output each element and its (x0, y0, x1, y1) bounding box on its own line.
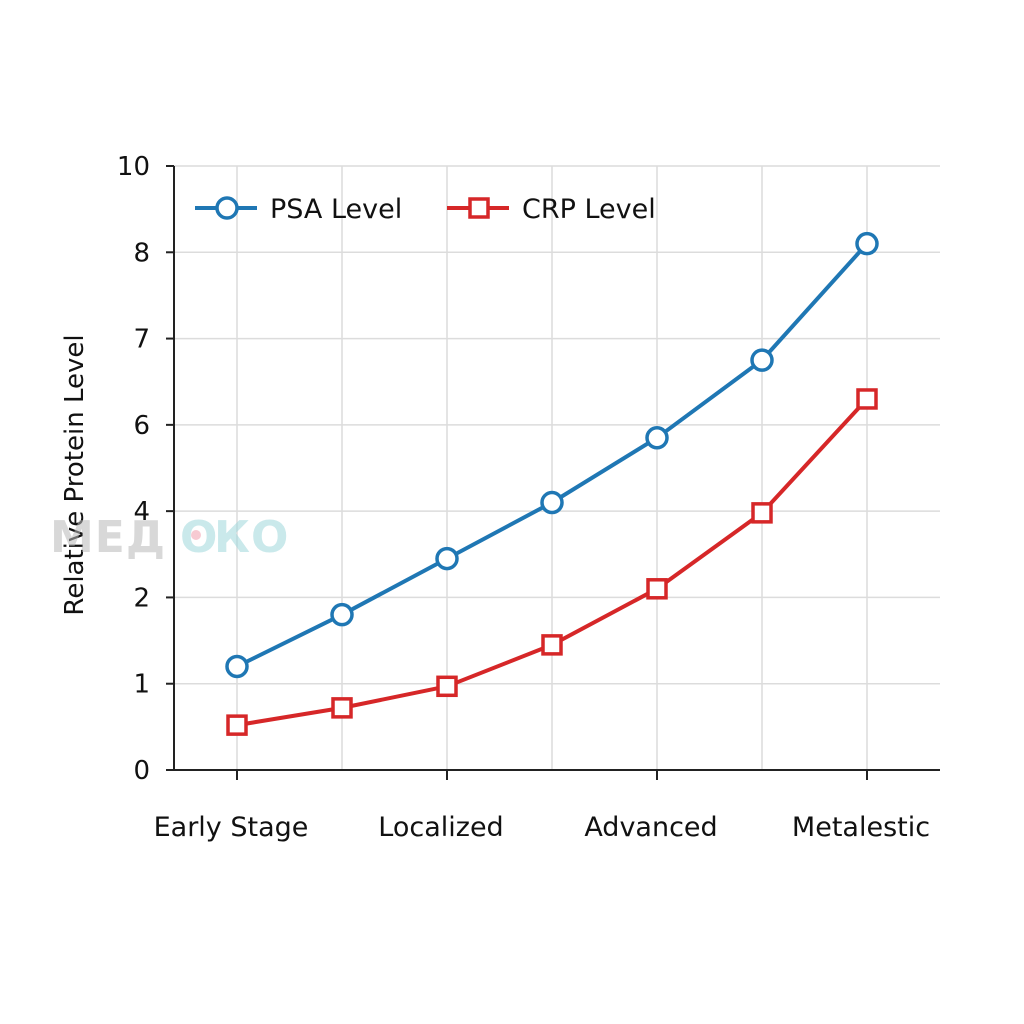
legend-marker-square-icon (468, 197, 490, 219)
watermark-heart-icon (191, 530, 201, 540)
y-tick-label: 6 (133, 411, 150, 441)
data-point (435, 546, 459, 571)
x-tick-labels: Early Stage Localized Advanced Metalestic (154, 812, 930, 843)
data-point (856, 388, 878, 410)
y-tick-label: 0 (133, 756, 150, 786)
legend-label: CRP Level (522, 194, 656, 225)
data-point (226, 714, 248, 736)
x-tick-label: Advanced (584, 812, 717, 843)
data-point (855, 231, 879, 256)
y-tick-label: 7 (133, 325, 150, 355)
legend: PSA Level CRP Level (195, 194, 656, 225)
y-axis-title: Relative Protein Level (60, 334, 90, 615)
y-tick-label: 1 (133, 670, 150, 700)
x-tick-label: Early Stage (154, 812, 309, 843)
data-point (750, 348, 774, 372)
legend-item-crp-level: CRP Level (447, 194, 656, 225)
x-tick-label: Localized (378, 812, 503, 843)
watermark-left-text: МЕД (50, 512, 166, 563)
watermark-right-text: КО (214, 512, 289, 563)
data-point (225, 654, 249, 679)
data-point (540, 490, 564, 515)
axes (166, 165, 940, 780)
data-point (751, 502, 773, 524)
legend-item-psa-level: PSA Level (195, 194, 402, 225)
series (225, 231, 879, 736)
data-point (646, 578, 668, 600)
y-tick-label: 10 (117, 152, 150, 182)
y-tick-labels: 0 1 2 4 6 7 8 10 (117, 152, 150, 786)
data-point (330, 602, 354, 627)
data-point (331, 697, 353, 719)
grid (174, 165, 940, 770)
legend-label: PSA Level (270, 194, 402, 225)
y-tick-label: 2 (133, 583, 150, 613)
y-tick-label: 4 (133, 497, 150, 527)
data-point (436, 675, 458, 698)
y-tick-label: 8 (133, 238, 150, 268)
data-point (541, 634, 563, 656)
legend-marker-circle-icon (215, 196, 239, 220)
data-point (645, 426, 669, 450)
x-tick-label: Metalestic (792, 812, 930, 843)
watermark: МЕД O КО (50, 512, 289, 563)
